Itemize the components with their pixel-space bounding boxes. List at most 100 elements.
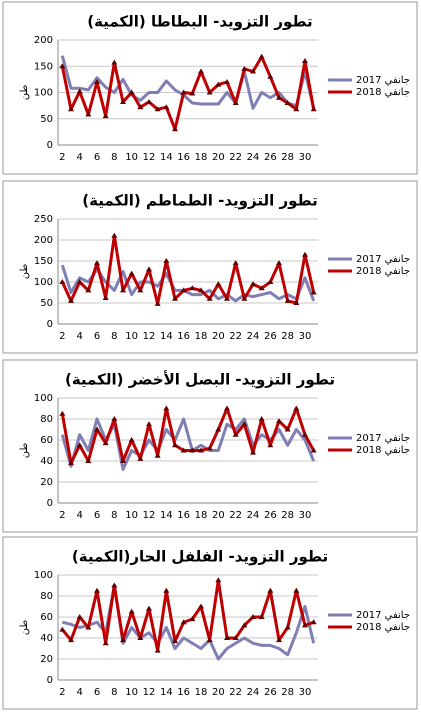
x-tick-label: 22 bbox=[229, 152, 242, 163]
point-marker bbox=[258, 53, 265, 59]
point-marker bbox=[146, 421, 152, 427]
x-tick-label: 16 bbox=[177, 510, 190, 521]
point-marker bbox=[120, 458, 126, 463]
x-tick-label: 8 bbox=[111, 152, 117, 163]
x-tick-label: 14 bbox=[160, 510, 173, 521]
x-tick-label: 10 bbox=[125, 687, 138, 698]
point-marker bbox=[293, 405, 300, 411]
y-tick-label: 50 bbox=[40, 114, 53, 125]
point-marker bbox=[302, 622, 308, 628]
y-axis-label: طن bbox=[19, 264, 30, 280]
x-tick-label: 28 bbox=[281, 152, 294, 163]
legend-label: جانفي 2018 bbox=[356, 445, 410, 456]
x-tick-label: 8 bbox=[111, 331, 117, 342]
point-marker bbox=[232, 431, 239, 437]
x-tick-label: 18 bbox=[195, 152, 208, 163]
point-marker bbox=[250, 68, 256, 74]
point-marker bbox=[189, 90, 196, 96]
chart-title: تطور التزويد- البطاطا (الكمية) bbox=[87, 13, 312, 31]
y-axis-label: طن bbox=[19, 443, 30, 459]
x-tick-label: 18 bbox=[195, 687, 208, 698]
x-tick-label: 28 bbox=[281, 687, 294, 698]
panel-border bbox=[2, 1, 418, 175]
point-marker bbox=[163, 587, 170, 593]
point-marker bbox=[215, 577, 222, 583]
point-marker bbox=[198, 603, 204, 609]
point-marker bbox=[137, 635, 144, 640]
x-tick-label: 4 bbox=[76, 152, 82, 163]
x-tick-label: 20 bbox=[212, 687, 225, 698]
y-tick-label: 250 bbox=[34, 214, 53, 225]
point-marker bbox=[232, 260, 239, 266]
point-marker bbox=[111, 582, 118, 588]
point-marker bbox=[68, 106, 74, 112]
point-marker bbox=[215, 426, 222, 432]
point-marker bbox=[128, 89, 135, 95]
point-marker bbox=[172, 638, 178, 644]
y-tick-label: 80 bbox=[40, 591, 53, 602]
point-marker bbox=[293, 587, 300, 593]
x-tick-label: 24 bbox=[247, 687, 260, 698]
y-tick-label: 50 bbox=[40, 298, 53, 309]
point-marker bbox=[276, 418, 282, 424]
x-tick-label: 10 bbox=[125, 331, 138, 342]
point-marker bbox=[267, 442, 274, 448]
x-tick-label: 30 bbox=[299, 331, 312, 342]
point-marker bbox=[241, 421, 248, 427]
point-marker bbox=[154, 106, 161, 112]
point-marker bbox=[172, 442, 178, 448]
point-marker bbox=[94, 79, 100, 84]
chart-title: تطور التزويد- البصل الأخضر (الكمية) bbox=[65, 371, 335, 389]
x-tick-label: 16 bbox=[177, 331, 190, 342]
y-tick-label: 0 bbox=[47, 319, 53, 330]
point-marker bbox=[94, 587, 100, 593]
series-line bbox=[60, 55, 316, 131]
point-marker bbox=[180, 287, 187, 293]
point-marker bbox=[94, 260, 100, 266]
point-marker bbox=[59, 626, 66, 632]
point-marker bbox=[128, 270, 135, 276]
point-marker bbox=[59, 279, 66, 284]
x-tick-label: 4 bbox=[76, 331, 82, 342]
x-tick-label: 26 bbox=[264, 687, 277, 698]
point-marker bbox=[267, 73, 274, 79]
point-marker bbox=[302, 58, 308, 63]
point-marker bbox=[85, 111, 92, 117]
x-tick-label: 30 bbox=[299, 152, 312, 163]
x-tick-label: 22 bbox=[229, 510, 242, 521]
panel-border bbox=[2, 359, 418, 533]
point-marker bbox=[154, 647, 161, 653]
point-marker bbox=[163, 405, 170, 411]
point-marker bbox=[85, 287, 92, 293]
legend-label: جانفي 2017 bbox=[356, 254, 410, 265]
point-marker bbox=[258, 614, 265, 619]
point-marker bbox=[284, 100, 291, 105]
point-marker bbox=[267, 279, 274, 284]
point-marker bbox=[224, 405, 230, 411]
chart-title: تطور التزويد- الفلفل الحار(الكمية) bbox=[72, 548, 328, 566]
y-tick-label: 200 bbox=[34, 235, 53, 246]
x-tick-label: 20 bbox=[212, 152, 225, 163]
point-marker bbox=[198, 68, 204, 74]
point-marker bbox=[276, 637, 282, 643]
x-tick-label: 20 bbox=[212, 510, 225, 521]
point-marker bbox=[198, 287, 204, 293]
point-marker bbox=[310, 447, 317, 453]
point-marker bbox=[215, 81, 222, 87]
point-marker bbox=[111, 232, 118, 238]
x-tick-label: 2 bbox=[59, 510, 65, 521]
y-tick-label: 150 bbox=[34, 61, 53, 72]
point-marker bbox=[241, 65, 248, 71]
point-marker bbox=[276, 260, 282, 266]
y-axis-label: طن bbox=[19, 85, 30, 101]
point-marker bbox=[224, 79, 230, 84]
x-tick-label: 6 bbox=[94, 687, 100, 698]
point-marker bbox=[76, 88, 83, 94]
point-marker bbox=[111, 416, 118, 421]
x-tick-label: 24 bbox=[247, 331, 260, 342]
series-line bbox=[60, 234, 316, 306]
y-tick-label: 0 bbox=[47, 140, 53, 151]
point-marker bbox=[146, 605, 152, 611]
x-tick-label: 2 bbox=[59, 331, 65, 342]
point-marker bbox=[172, 126, 178, 132]
